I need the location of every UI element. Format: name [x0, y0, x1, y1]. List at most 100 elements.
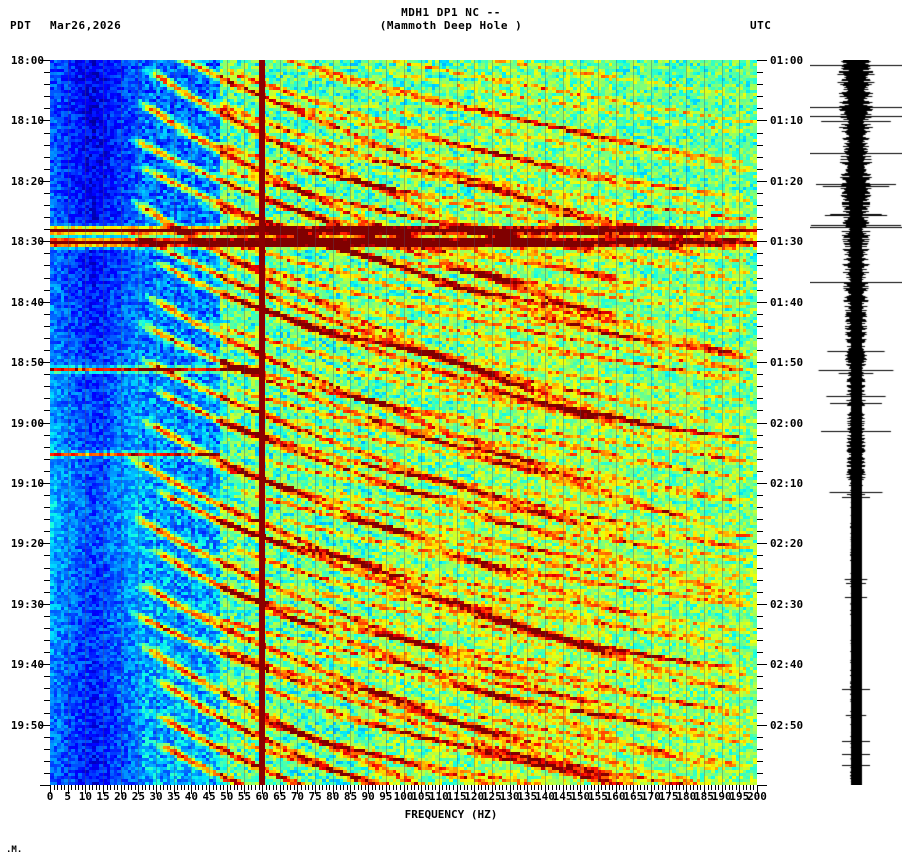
time-tick-minor-left	[44, 290, 50, 291]
time-tick-minor-right	[757, 507, 763, 508]
freq-tick-minor	[389, 785, 390, 790]
freq-tick-minor	[216, 785, 217, 790]
freq-tick-major	[510, 785, 511, 794]
time-tick-major-left	[40, 664, 50, 665]
freq-tick-minor	[623, 785, 624, 790]
time-tick-minor-left	[44, 386, 50, 387]
time-tick-minor-left	[44, 773, 50, 774]
time-tick-minor-left	[44, 447, 50, 448]
time-tick-major-right	[757, 483, 767, 484]
freq-tick-minor	[354, 785, 355, 790]
time-tick-minor-right	[757, 290, 763, 291]
time-tick-minor-right	[757, 193, 763, 194]
freq-tick-label: 105	[411, 790, 432, 803]
freq-tick-minor	[630, 785, 631, 790]
freq-tick-minor	[531, 785, 532, 790]
freq-tick-major	[68, 785, 69, 794]
time-tick-minor-left	[44, 459, 50, 460]
freq-tick-minor	[690, 785, 691, 790]
time-tick-minor-right	[757, 253, 763, 254]
freq-tick-label: 170	[641, 790, 661, 803]
time-tick-minor-right	[757, 580, 763, 581]
freq-tick-label: 25	[131, 790, 145, 803]
freq-tick-major	[527, 785, 528, 794]
time-tick-minor-left	[44, 616, 50, 617]
freq-tick-label: 130	[499, 790, 520, 803]
freq-tick-minor	[566, 785, 567, 790]
spectrogram-plot	[50, 60, 757, 785]
time-label-left: 19:50	[10, 718, 44, 732]
freq-tick-minor	[145, 785, 146, 790]
freq-tick-label: 40	[184, 790, 199, 803]
freq-tick-minor	[340, 785, 341, 790]
freq-tick-minor	[273, 785, 274, 790]
freq-tick-label: 160	[605, 790, 626, 803]
time-tick-minor-left	[44, 157, 50, 158]
time-label-left: 19:00	[10, 416, 44, 430]
freq-tick-label: 50	[220, 790, 234, 803]
time-tick-major-right	[757, 664, 767, 665]
time-tick-major-left	[40, 543, 50, 544]
freq-tick-minor	[400, 785, 401, 790]
freq-tick-major	[580, 785, 581, 794]
freq-tick-minor	[71, 785, 72, 790]
time-tick-minor-left	[44, 398, 50, 399]
freq-tick-major	[616, 785, 617, 794]
time-tick-minor-left	[44, 555, 50, 556]
freq-tick-minor	[167, 785, 168, 790]
freq-tick-label: 140	[534, 790, 555, 803]
freq-tick-minor	[312, 785, 313, 790]
freq-tick-minor	[57, 785, 58, 790]
freq-tick-major	[404, 785, 405, 794]
time-tick-minor-left	[44, 676, 50, 677]
freq-tick-minor	[89, 785, 90, 790]
freq-tick-minor	[294, 785, 295, 790]
freq-tick-minor	[559, 785, 560, 790]
freq-tick-minor	[107, 785, 108, 790]
time-tick-minor-left	[44, 108, 50, 109]
time-tick-minor-right	[757, 700, 763, 701]
site-name-subtitle: (Mammoth Deep Hole )	[379, 19, 523, 32]
freq-tick-minor	[495, 785, 496, 790]
freq-tick-minor	[499, 785, 500, 790]
freq-tick-label: 35	[167, 790, 181, 803]
time-tick-minor-left	[44, 72, 50, 73]
freq-tick-minor	[584, 785, 585, 790]
time-tick-minor-left	[44, 471, 50, 472]
time-label-left: 19:20	[10, 537, 44, 551]
freq-tick-label: 120	[464, 790, 485, 803]
freq-tick-major	[545, 785, 546, 794]
freq-tick-major	[633, 785, 634, 794]
freq-tick-minor	[153, 785, 154, 790]
time-tick-minor-right	[757, 616, 763, 617]
freq-tick-minor	[64, 785, 65, 790]
time-tick-minor-right	[757, 773, 763, 774]
time-tick-major-right	[757, 725, 767, 726]
freq-tick-minor	[329, 785, 330, 790]
frequency-axis-title: FREQUENCY (HZ)	[404, 808, 498, 821]
freq-tick-label: 10	[78, 790, 92, 803]
time-tick-minor-right	[757, 592, 763, 593]
freq-tick-major	[563, 785, 564, 794]
freq-tick-minor	[188, 785, 189, 790]
time-label-right: 01:30	[770, 235, 804, 249]
time-tick-major-left	[40, 725, 50, 726]
freq-tick-minor	[644, 785, 645, 790]
freq-tick-major	[474, 785, 475, 794]
freq-tick-major	[191, 785, 192, 794]
freq-tick-minor	[601, 785, 602, 790]
time-tick-major-right	[757, 604, 767, 605]
time-tick-minor-right	[757, 495, 763, 496]
freq-tick-major	[50, 785, 51, 794]
freq-tick-minor	[676, 785, 677, 790]
time-tick-minor-left	[44, 713, 50, 714]
freq-tick-minor	[382, 785, 383, 790]
time-tick-minor-left	[44, 640, 50, 641]
time-tick-minor-right	[757, 169, 763, 170]
time-tick-major-right	[757, 181, 767, 182]
freq-tick-minor	[92, 785, 93, 790]
freq-tick-minor	[711, 785, 712, 790]
freq-tick-label: 90	[361, 790, 375, 803]
freq-tick-minor	[449, 785, 450, 790]
freq-tick-minor	[435, 785, 436, 790]
